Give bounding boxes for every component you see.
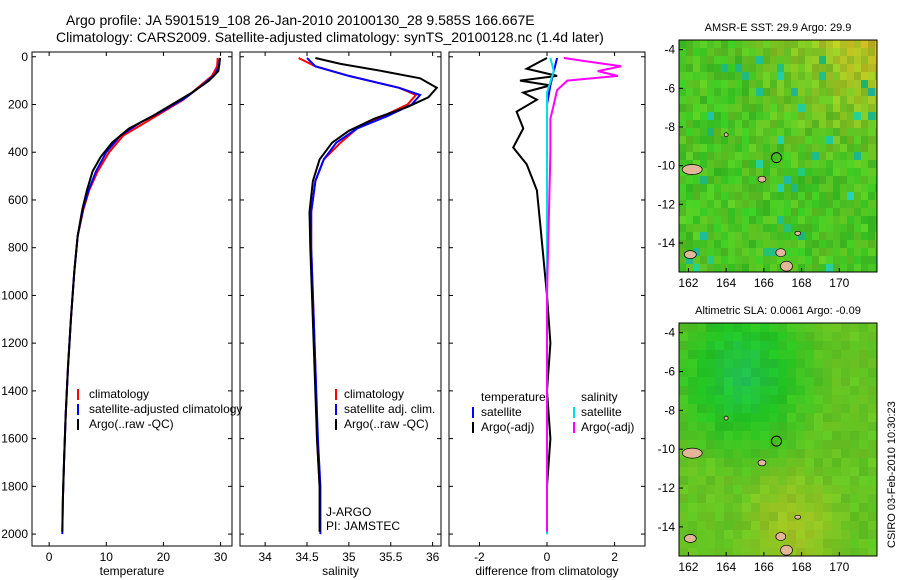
temperature-xtick-label: 20: [157, 550, 171, 564]
depth-tick-label: 200: [8, 98, 28, 112]
depth-tick-label: 400: [8, 145, 28, 159]
salinity-legend-item: satellite adj. clim.: [344, 402, 435, 416]
difference-xtick-label: -2: [474, 550, 485, 564]
sla-map-ytick-label: -6: [664, 365, 675, 379]
island-land: [681, 447, 703, 459]
sst-map-ytick-label: -14: [658, 236, 676, 250]
sla-map-ytick-label: -12: [658, 481, 676, 495]
sla-map-ytick-label: -4: [664, 326, 675, 340]
difference-xtick-label: 2: [611, 550, 618, 564]
temperature-legend-item: satellite-adjusted climatology: [89, 402, 242, 416]
sst-map-xtick-label: 162: [678, 276, 698, 290]
sla-map-xtick-label: 166: [754, 560, 774, 574]
island-land: [683, 534, 697, 543]
depth-tick-label: 1200: [1, 336, 28, 350]
difference-xlabel: difference from climatology: [475, 564, 618, 578]
sst-map-ytick-label: -4: [664, 43, 675, 57]
island-land: [683, 250, 697, 259]
salinity-xtick-label: 34: [258, 550, 272, 564]
depth-tick-label: 1600: [1, 432, 28, 446]
temperature-xtick-label: 10: [100, 550, 114, 564]
float-annotation: J-ARGO: [326, 505, 371, 519]
sst-map-ytick-label: -8: [664, 120, 675, 134]
difference-legend-salinity: salinity: [581, 390, 618, 404]
figure-title-line1: Argo profile: JA 5901519_108 26-Jan-2010…: [66, 12, 535, 28]
temperature-legend-item: Argo(..raw -QC): [89, 417, 174, 431]
salinity-xtick-label: 36: [426, 550, 440, 564]
sla-map-title: Altimetric SLA: 0.0061 Argo: -0.09: [695, 305, 861, 317]
salinity-legend-item: climatology: [344, 387, 404, 401]
island-land: [794, 230, 802, 236]
island-land: [757, 175, 767, 183]
series-line-temperature-argo-adj-: [512, 57, 558, 532]
temperature-frame: [31, 51, 233, 547]
depth-tick-label: 1400: [1, 384, 28, 398]
salinity-xtick-label: 35: [342, 550, 356, 564]
depth-tick-label: 1000: [1, 288, 28, 302]
sst-map-ytick-label: -6: [664, 81, 675, 95]
difference-legend-temperature: temperature: [481, 390, 546, 404]
salinity-xtick-label: 35.5: [379, 550, 403, 564]
difference-xtick-label: 0: [544, 550, 551, 564]
sla-map-xtick-label: 164: [716, 560, 736, 574]
salinity-xlabel: salinity: [322, 564, 359, 578]
depth-tick-label: 2000: [1, 527, 28, 541]
depth-tick-label: 0: [21, 50, 28, 64]
series-line-argo-raw-qc-: [61, 57, 221, 532]
depth-tick-label: 600: [8, 193, 28, 207]
temperature-xtick-label: 0: [46, 550, 53, 564]
difference-legend-temperature: satellite: [481, 405, 522, 419]
island-land: [780, 260, 793, 272]
sst-map-xtick-label: 170: [829, 276, 849, 290]
series-line-salinity-argo-adj-: [546, 57, 622, 532]
depth-tick-label: 1800: [1, 479, 28, 493]
series-line-argo-raw-qc-: [308, 57, 439, 532]
sla-map-field: [679, 323, 877, 556]
salinity-frame: [239, 51, 442, 547]
island-land: [780, 544, 793, 556]
sst-map-xtick-label: 168: [792, 276, 812, 290]
sla-map-ytick-label: -10: [658, 442, 676, 456]
sst-map-ytick-label: -12: [658, 197, 676, 211]
temperature-legend-item: climatology: [89, 387, 149, 401]
salinity-xtick-label: 34.5: [295, 550, 319, 564]
sla-map-frame: [678, 322, 878, 557]
sla-map-xtick-label: 168: [792, 560, 812, 574]
argo-float-marker: [770, 152, 782, 164]
sst-map-xtick-label: 164: [716, 276, 736, 290]
temperature-xlabel: temperature: [100, 564, 165, 578]
difference-legend-salinity: satellite: [581, 405, 622, 419]
island-land: [775, 248, 787, 258]
sla-map-xtick-label: 162: [678, 560, 698, 574]
island-land: [775, 532, 787, 541]
sst-map-field: [679, 40, 877, 272]
difference-legend-temperature: Argo(-adj): [481, 420, 534, 434]
argo-float-marker: [770, 435, 782, 447]
island-land: [794, 514, 802, 520]
temperature-xtick-label: 30: [214, 550, 228, 564]
depth-tick-label: 800: [8, 241, 28, 255]
salinity-legend-item: Argo(..raw -QC): [344, 417, 429, 431]
figure-title-line2: Climatology: CARS2009. Satellite-adjuste…: [56, 29, 604, 45]
island-land: [723, 132, 729, 138]
sla-map-ytick-label: -14: [658, 520, 676, 534]
sst-map-xtick-label: 166: [754, 276, 774, 290]
sst-map-frame: [678, 39, 878, 273]
island-land: [723, 415, 729, 421]
sla-map-ytick-label: -8: [664, 403, 675, 417]
island-land: [681, 164, 703, 175]
sst-map-ytick-label: -10: [658, 159, 676, 173]
difference-legend-salinity: Argo(-adj): [581, 420, 634, 434]
sst-map-title: AMSR-E SST: 29.9 Argo: 29.9: [705, 22, 852, 34]
sla-map-xtick-label: 170: [829, 560, 849, 574]
island-land: [757, 459, 767, 467]
float-annotation: PI: JAMSTEC: [326, 519, 400, 533]
